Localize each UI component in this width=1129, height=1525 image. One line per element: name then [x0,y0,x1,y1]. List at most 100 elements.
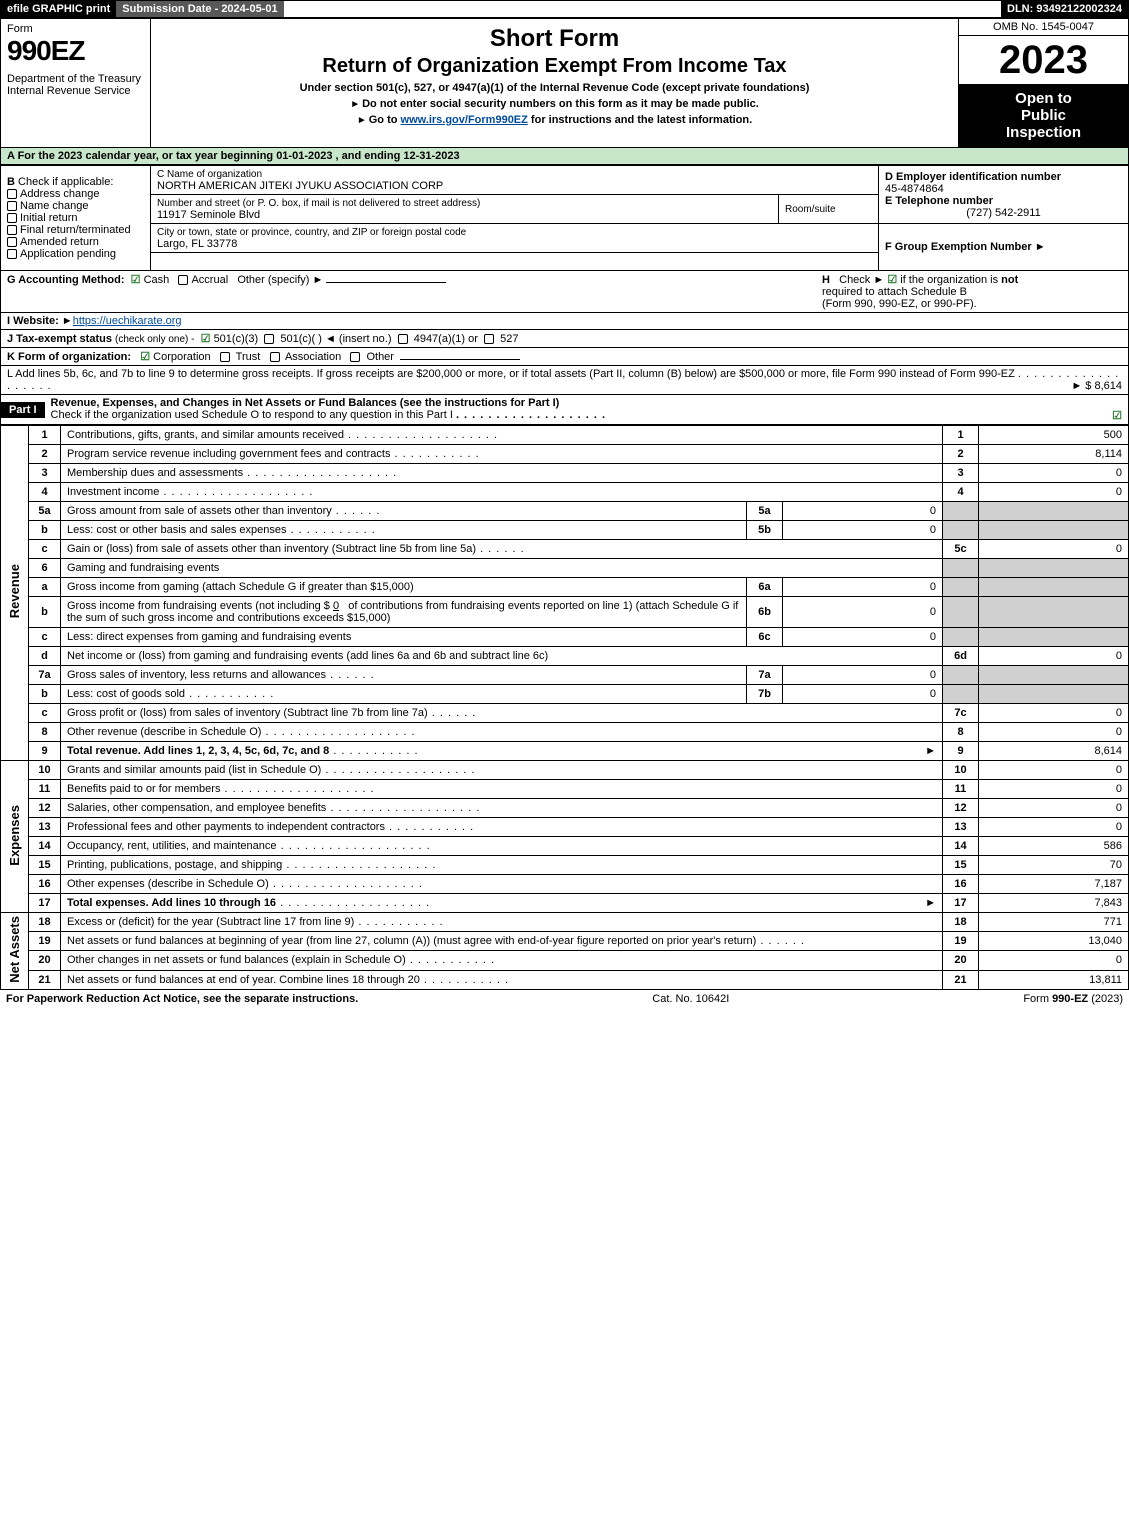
h-txt3: required to attach Schedule B [822,286,967,298]
line-5a-rn-shade [943,502,979,521]
d-label: D Employer identification number [885,171,1061,183]
note-ssn: Do not enter social security numbers on … [161,98,948,110]
header-left: Form 990EZ Department of the Treasury In… [1,19,151,148]
tax-year: 2023 [959,36,1128,84]
line-4-text: Investment income [61,483,943,502]
part-1-title-wrap: Revenue, Expenses, and Changes in Net As… [45,395,1128,424]
line-4-num: 4 [29,483,61,502]
part-1-header: Part I Revenue, Expenses, and Changes in… [0,395,1129,425]
k-trust: Trust [236,351,261,363]
line-9-text: Total revenue. Add lines 1, 2, 3, 4, 5c,… [61,742,943,761]
line-7c-num: c [29,704,61,723]
cb-final-return[interactable] [7,225,17,235]
cb-assoc[interactable] [270,352,280,362]
line-6d-num: d [29,647,61,666]
line-6a-rn-shade [943,578,979,597]
line-6d-val: 0 [979,647,1129,666]
line-7c-rn: 7c [943,704,979,723]
cb-4947[interactable] [398,334,408,344]
line-10-val: 0 [979,761,1129,780]
cb-corp-icon: ☑ [140,351,150,363]
line-18-val: 771 [979,913,1129,932]
g-cash: Cash [144,274,170,286]
line-15-num: 15 [29,856,61,875]
line-19-num: 19 [29,932,61,951]
website-link[interactable]: https://uechikarate.org [73,315,182,327]
line-5b-text: Less: cost or other basis and sales expe… [61,521,747,540]
cb-schedule-o-icon: ☑ [1112,409,1122,422]
title-short-form: Short Form [161,25,948,53]
line-6b-num: b [29,597,61,628]
form-code: 990EZ [7,35,144,67]
opt-pending: Application pending [20,248,116,260]
line-6b-t1: Gross income from fundraising events (no… [67,600,330,612]
cb-527[interactable] [484,334,494,344]
c-label: C Name of organization [157,169,262,180]
cb-name-change[interactable] [7,201,17,211]
line-14-num: 14 [29,837,61,856]
addr-label: Number and street (or P. O. box, if mail… [157,198,480,209]
line-7a-rn-shade [943,666,979,685]
subtitle: Under section 501(c), 527, or 4947(a)(1)… [161,82,948,94]
line-7b-iv: 0 [783,685,943,704]
line-5a-iv: 0 [783,502,943,521]
cb-amended-return[interactable] [7,237,17,247]
line-12-text: Salaries, other compensation, and employ… [61,799,943,818]
cb-initial-return[interactable] [7,213,17,223]
line-5a-rv-shade [979,502,1129,521]
cb-501c[interactable] [264,334,274,344]
open-line1: Open to [961,90,1126,107]
line-2-text: Program service revenue including govern… [61,445,943,464]
cb-application-pending[interactable] [7,249,17,259]
line-20-text: Other changes in net assets or fund bala… [61,951,943,970]
cb-501c3-icon: ☑ [201,333,211,345]
line-12-num: 12 [29,799,61,818]
line-7a-num: 7a [29,666,61,685]
footer-right-pre: Form [1023,993,1052,1005]
line-11-text: Benefits paid to or for members [61,780,943,799]
k-other-input[interactable] [400,359,520,360]
cb-trust[interactable] [220,352,230,362]
part-1-sub: Check if the organization used Schedule … [51,409,453,421]
lines-table: Revenue 1 Contributions, gifts, grants, … [0,425,1129,990]
row-l-gross-receipts: L Add lines 5b, 6c, and 7b to line 9 to … [0,366,1129,395]
g-other-input[interactable] [326,282,446,283]
line-7a-rv-shade [979,666,1129,685]
top-bar: efile GRAPHIC print Submission Date - 20… [0,0,1129,18]
line-5c-num: c [29,540,61,559]
h-txt4: (Form 990, 990-EZ, or 990-PF). [822,298,977,310]
h-letter: H [822,274,830,286]
line-12-val: 0 [979,799,1129,818]
j-527: 527 [500,333,518,345]
city-label: City or town, state or province, country… [157,227,466,238]
line-7b-in: 7b [747,685,783,704]
col-b-checkboxes: B Check if applicable: Address change Na… [1,166,151,271]
l-text: L Add lines 5b, 6c, and 7b to line 9 to … [7,368,1015,380]
line-6a-rv-shade [979,578,1129,597]
footer-right-bold: 990-EZ [1052,993,1088,1005]
g-label: G Accounting Method: [7,274,125,286]
cb-other-org[interactable] [350,352,360,362]
line-16-num: 16 [29,875,61,894]
l-value: ► $ 8,614 [1071,380,1122,392]
line-6-num: 6 [29,559,61,578]
line-2-rn: 2 [943,445,979,464]
line-5c-rn: 5c [943,540,979,559]
cb-address-change[interactable] [7,189,17,199]
line-13-val: 0 [979,818,1129,837]
line-7a-iv: 0 [783,666,943,685]
line-20-num: 20 [29,951,61,970]
footer-cat-no: Cat. No. 10642I [652,993,729,1005]
irs-link[interactable]: www.irs.gov/Form990EZ [401,114,528,126]
opt-amended: Amended return [20,236,99,248]
line-21-text: Net assets or fund balances at end of ye… [61,970,943,989]
line-10-num: 10 [29,761,61,780]
cell-f-group: F Group Exemption Number ► [879,224,1129,271]
line-11-val: 0 [979,780,1129,799]
cb-accrual[interactable] [178,275,188,285]
row-a-calendar-year: A For the 2023 calendar year, or tax yea… [0,148,1129,165]
line-6c-iv: 0 [783,628,943,647]
row-k-form-org: K Form of organization: ☑ Corporation Tr… [0,348,1129,366]
line-21-num: 21 [29,970,61,989]
line-8-text: Other revenue (describe in Schedule O) [61,723,943,742]
